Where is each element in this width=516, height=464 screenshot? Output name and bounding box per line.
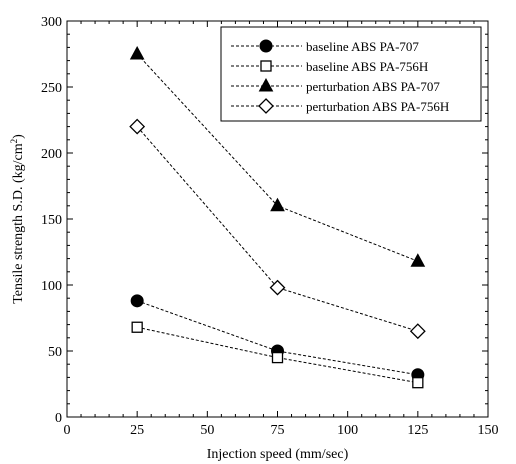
legend-label: perturbation ABS PA-707 bbox=[306, 79, 440, 94]
x-tick-label: 100 bbox=[337, 423, 358, 438]
y-tick-label: 150 bbox=[41, 213, 62, 228]
y-tick-label: 100 bbox=[41, 279, 62, 294]
data-point bbox=[130, 294, 144, 308]
legend-entry-4: perturbation ABS PA-756H bbox=[231, 98, 449, 114]
data-point bbox=[409, 323, 426, 340]
data-point bbox=[270, 197, 285, 212]
data-point bbox=[131, 321, 143, 333]
data-point bbox=[129, 45, 145, 60]
y-axis-title: Tensile strength S.D. (kg/cm2) bbox=[9, 134, 26, 304]
x-tick-label: 150 bbox=[478, 423, 499, 438]
legend-marker bbox=[259, 39, 273, 53]
y-axis-title-main: Tensile strength S.D. (kg/cm bbox=[11, 143, 26, 303]
legend-marker bbox=[258, 77, 274, 92]
legend-label: baseline ABS PA-756H bbox=[306, 59, 428, 74]
data-point bbox=[269, 279, 286, 296]
series-3 bbox=[129, 45, 426, 267]
legend-marker bbox=[260, 60, 272, 72]
legend-entry-1: baseline ABS PA-707 bbox=[231, 39, 419, 54]
series-line bbox=[136, 126, 418, 332]
series-2 bbox=[131, 321, 424, 389]
y-tick-label: 250 bbox=[41, 81, 62, 96]
legend-entry-2: baseline ABS PA-756H bbox=[231, 59, 428, 74]
y-tick-label: 0 bbox=[55, 411, 62, 426]
series-line bbox=[137, 326, 418, 384]
data-point bbox=[271, 351, 284, 364]
x-tick-label: 125 bbox=[407, 423, 428, 438]
legend-marker bbox=[258, 98, 274, 114]
y-tick-label: 50 bbox=[48, 345, 62, 360]
legend-label: perturbation ABS PA-756H bbox=[306, 99, 449, 114]
legend-entry-3: perturbation ABS PA-707 bbox=[231, 77, 440, 94]
x-tick-label: 25 bbox=[130, 423, 144, 438]
series-1 bbox=[130, 294, 425, 382]
series-layer bbox=[129, 45, 426, 389]
y-tick-label: 200 bbox=[41, 147, 62, 162]
data-point bbox=[412, 377, 424, 389]
x-tick-label: 50 bbox=[200, 423, 214, 438]
data-point bbox=[410, 253, 426, 267]
series-line bbox=[136, 300, 418, 376]
legend-label: baseline ABS PA-707 bbox=[306, 39, 419, 54]
axis-ticks: 0 25 50 75 100 125 150 0 50 100 150 200 250 300 bbox=[41, 15, 499, 438]
x-axis-title: Injection speed (mm/sec) bbox=[207, 447, 349, 462]
series-4 bbox=[129, 118, 426, 340]
y-tick-label: 300 bbox=[41, 15, 62, 30]
data-point bbox=[129, 118, 146, 135]
legend: baseline ABS PA-707 baseline ABS PA-756H p… bbox=[220, 26, 482, 122]
x-tick-label: 0 bbox=[64, 423, 71, 438]
y-axis-title-superscript: 2 bbox=[9, 139, 19, 144]
x-tick-label: 75 bbox=[271, 423, 285, 438]
y-axis-title-end: ) bbox=[11, 134, 26, 139]
